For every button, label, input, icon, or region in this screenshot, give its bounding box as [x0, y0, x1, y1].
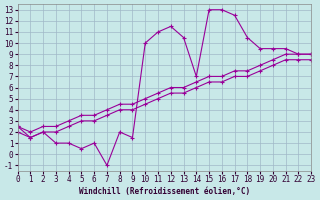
X-axis label: Windchill (Refroidissement éolien,°C): Windchill (Refroidissement éolien,°C)	[79, 187, 250, 196]
